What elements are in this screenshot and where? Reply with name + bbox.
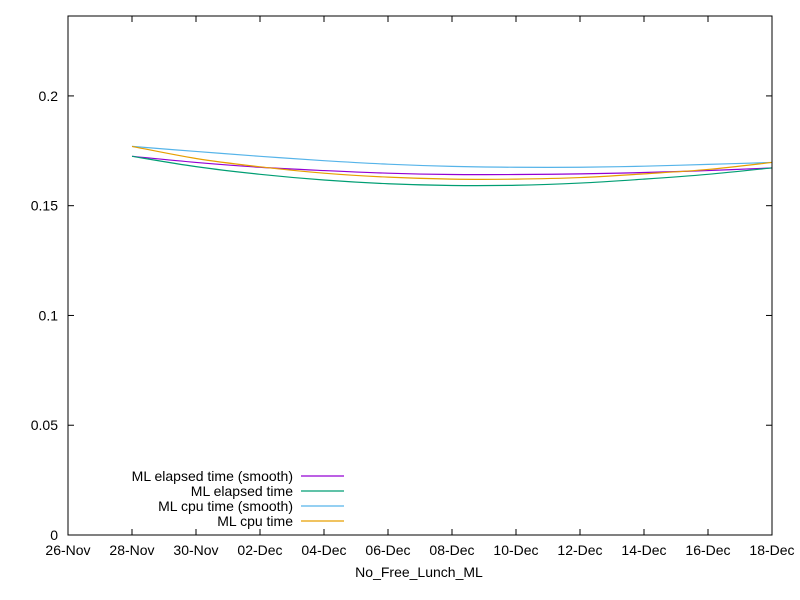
series-line-ml-cpu-time-smooth [131,145,773,168]
legend-label: ML cpu time (smooth) [158,498,293,514]
plot-frame [67,15,773,536]
x-tick-label: 02-Dec [237,542,282,558]
series-line-ml-cpu-time [131,145,773,180]
x-tick-label: 14-Dec [621,542,666,558]
legend: ML elapsed time (smooth)ML elapsed timeM… [132,468,344,529]
ticks-layer: 0 0.05 0.1 0.15 0.2 26-Nov 28-Nov 30-Nov 02-Dec 0… [31,16,795,558]
x-tick-label: 06-Dec [365,542,410,558]
x-tick-label: 04-Dec [301,542,346,558]
x-tick-label: 12-Dec [557,542,602,558]
series-line-ml-elapsed-time-smooth [131,155,773,176]
y-tick-label: 0.05 [31,417,58,433]
x-tick-label: 08-Dec [429,542,474,558]
legend-label: ML cpu time [217,513,293,529]
x-tick-label: 10-Dec [493,542,538,558]
series-line-ml-elapsed-time [131,155,773,187]
y-tick-label: 0.1 [39,307,59,323]
series-layer [131,145,773,187]
x-tick-label: 18-Dec [749,542,794,558]
x-axis-title: No_Free_Lunch_ML [355,564,483,580]
x-tick-label: 26-Nov [45,542,90,558]
legend-label: ML elapsed time [191,483,293,499]
x-tick-label: 16-Dec [685,542,730,558]
y-tick-label: 0 [50,527,58,543]
legend-label: ML elapsed time (smooth) [132,468,293,484]
y-tick-label: 0.15 [31,198,58,214]
x-tick-label: 30-Nov [173,542,218,558]
y-tick-label: 0.2 [39,88,59,104]
x-tick-label: 28-Nov [109,542,154,558]
